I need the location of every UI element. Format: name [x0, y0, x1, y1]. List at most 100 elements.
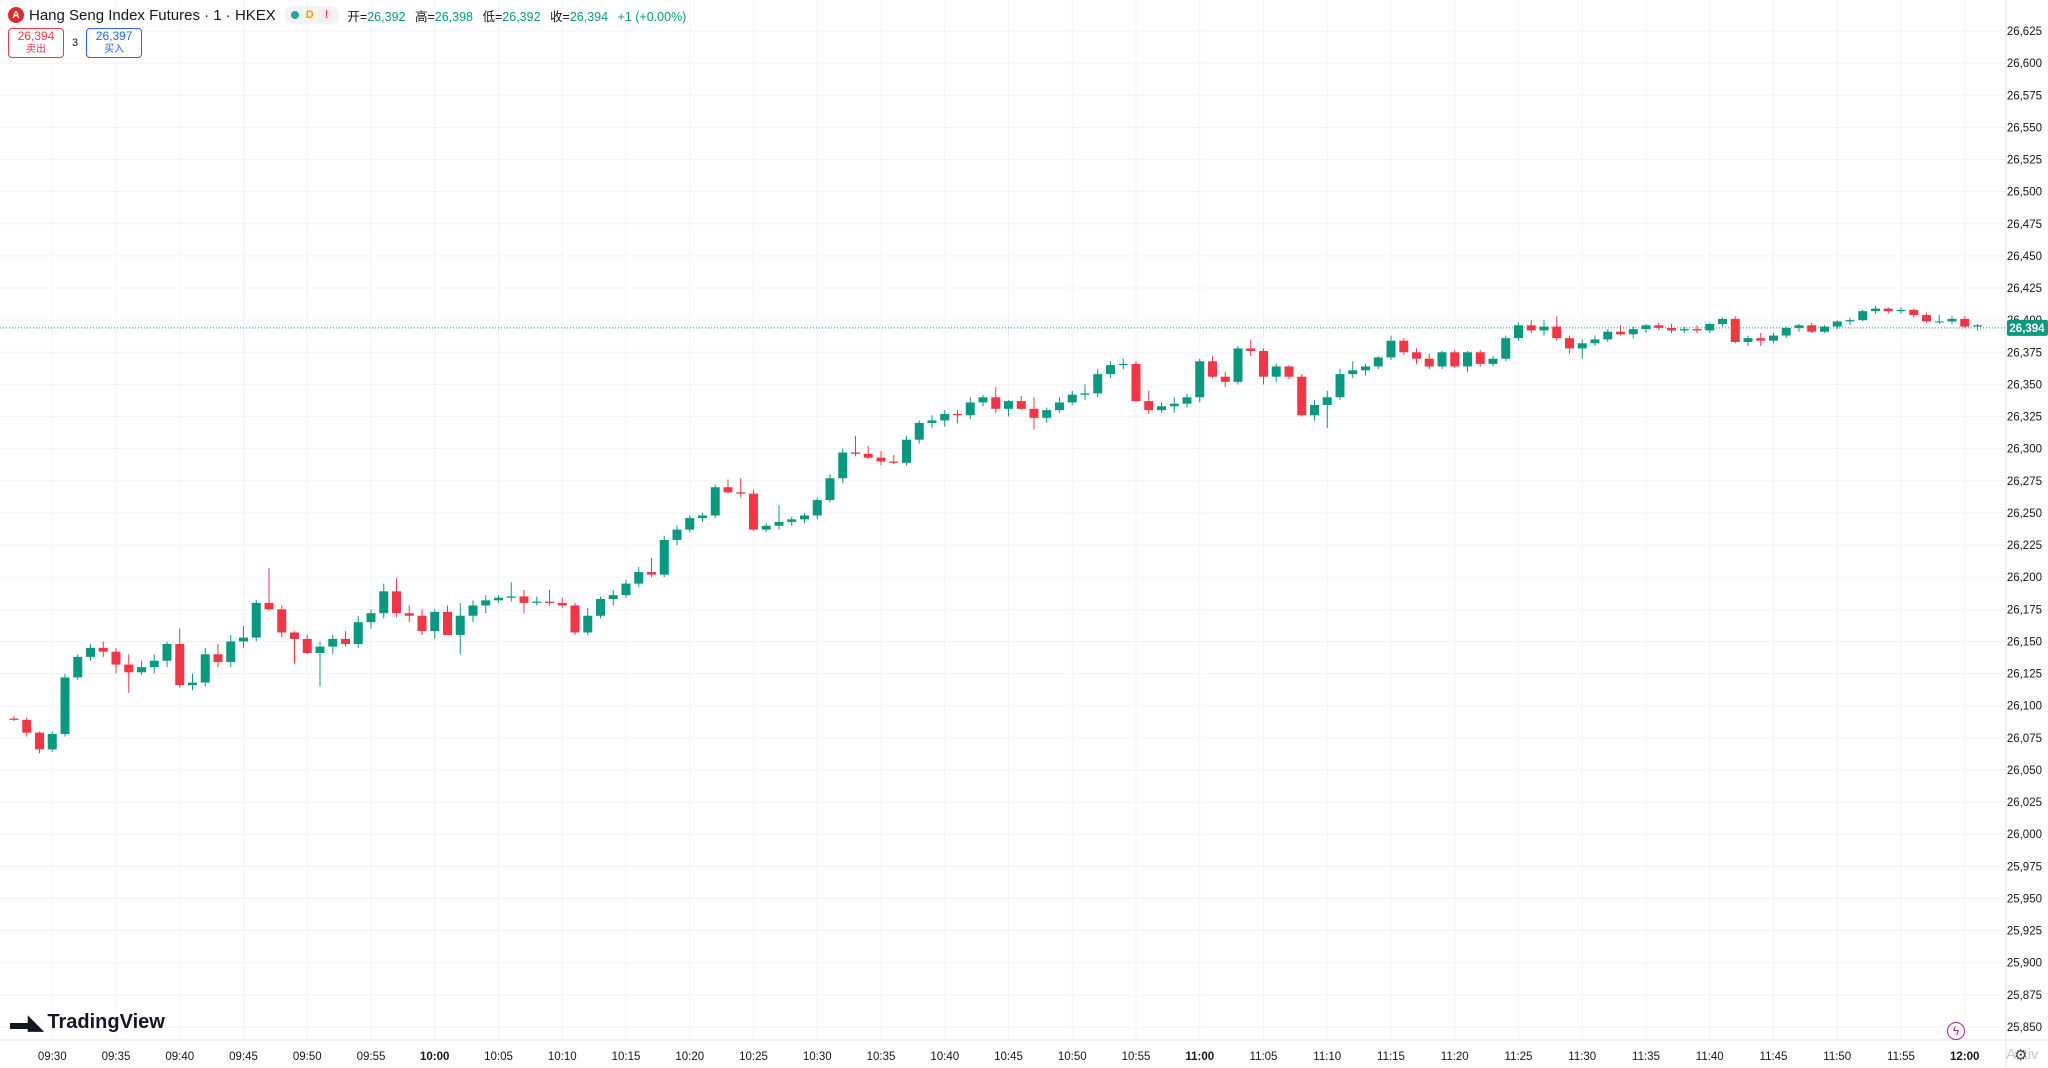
candle-body — [443, 611, 452, 636]
ohlc-values: 开=26,392 高=26,398 低=26,392 收=26,394 +1 (… — [347, 6, 692, 25]
candle-body — [1934, 321, 1944, 323]
candle — [200, 647, 210, 687]
candle — [1667, 324, 1676, 334]
time-axis[interactable]: 09:30 09:35 09:40 09:45 09:50 09:55 10:00 10:05… — [0, 1039, 2048, 1063]
sell-label: 卖出 — [26, 44, 46, 55]
gear-icon[interactable]: ⚙ — [2014, 1047, 2028, 1064]
candle — [1488, 356, 1498, 367]
candle — [1947, 316, 1957, 325]
market-status[interactable]: D ! — [283, 6, 340, 24]
candle — [1501, 335, 1511, 362]
candle — [213, 644, 223, 668]
candle — [583, 608, 593, 636]
sell-button[interactable]: 26,394 卖出 — [8, 28, 64, 58]
candle-body — [149, 660, 159, 668]
candle — [1208, 356, 1217, 378]
candle — [965, 397, 975, 420]
price-tick-label: 26,500 — [2007, 187, 2042, 199]
candle — [1960, 316, 1970, 328]
candle-body — [914, 422, 924, 440]
candle — [124, 654, 134, 693]
candle — [1845, 317, 1855, 326]
candle — [876, 451, 886, 466]
candle — [1705, 322, 1715, 334]
candle — [506, 582, 516, 602]
candle-body — [1705, 324, 1715, 331]
candle — [570, 602, 580, 636]
candle-body — [1297, 376, 1307, 416]
candle — [851, 435, 860, 457]
candle-body — [1858, 311, 1868, 321]
candle-body — [162, 644, 172, 661]
candle — [1004, 399, 1013, 417]
candle-body — [1577, 343, 1587, 349]
price-tick-label: 26,625 — [2007, 26, 2042, 38]
candle-body — [1743, 338, 1753, 343]
candle — [1475, 349, 1485, 367]
candle-body — [1093, 374, 1103, 394]
candle — [800, 512, 809, 524]
time-tick-label: 09:35 — [102, 1051, 131, 1063]
candle-body — [1157, 406, 1166, 411]
candle-body — [698, 515, 707, 519]
price-tick-label: 25,850 — [2007, 1022, 2042, 1034]
candle-body — [1029, 408, 1039, 418]
candle — [1144, 390, 1154, 414]
candle-body — [1080, 393, 1090, 395]
candle-body — [1284, 366, 1294, 377]
price-tick-label: 26,150 — [2007, 636, 2042, 648]
candle — [1934, 315, 1944, 325]
lightning-bolt-icon[interactable]: ϟ — [1947, 1022, 1965, 1040]
candle — [1220, 371, 1230, 387]
candle — [1781, 326, 1791, 339]
tradingview-logo[interactable]: ▬◣ TradingView — [10, 1010, 165, 1035]
candle — [251, 600, 261, 642]
low-value: 26,392 — [502, 9, 541, 24]
price-tick-label: 26,325 — [2007, 412, 2042, 424]
time-tick-label: 11:00 — [1185, 1051, 1214, 1063]
last-price-tag-bg — [2007, 319, 2048, 336]
time-tick-label: 10:30 — [803, 1051, 832, 1063]
time-tick-label: 10:05 — [484, 1051, 513, 1063]
candle-body — [200, 654, 210, 683]
candle — [1029, 397, 1039, 430]
candle-body — [251, 602, 261, 638]
candle-body — [468, 605, 478, 616]
buy-button[interactable]: 26,397 买入 — [86, 28, 143, 58]
candle-body — [1004, 401, 1013, 409]
candle — [1080, 384, 1090, 400]
candle-body — [583, 615, 593, 633]
candle-body — [1310, 404, 1319, 416]
candle-body — [366, 613, 376, 623]
time-tick-label: 10:25 — [739, 1051, 768, 1063]
candle-body — [1131, 363, 1141, 402]
candle-body — [608, 595, 618, 600]
candle — [149, 654, 159, 674]
candle — [226, 635, 236, 668]
candle — [1055, 397, 1064, 413]
candle-body — [379, 591, 389, 614]
candle-body — [1208, 361, 1217, 377]
price-tick-label: 26,575 — [2007, 90, 2042, 102]
price-tick-label: 26,250 — [2007, 508, 2042, 520]
candle — [761, 523, 771, 533]
candle-body — [1718, 318, 1727, 325]
price-tick-label: 26,025 — [2007, 797, 2042, 809]
candle-body — [1271, 366, 1281, 377]
price-axis[interactable]: 26,625 26,600 26,575 26,550 26,525 26,500 26,4… — [2005, 0, 2042, 1068]
candle — [698, 512, 707, 522]
candle-body — [812, 500, 822, 516]
symbol-logo-icon[interactable]: A — [8, 7, 24, 23]
candle — [685, 515, 695, 533]
candle — [1386, 335, 1396, 360]
candle — [545, 590, 554, 606]
candle-body — [494, 597, 503, 601]
candle-body — [774, 521, 784, 526]
symbol-title[interactable]: Hang Seng Index Futures · 1 · HKEX — [29, 6, 276, 24]
candle — [1552, 316, 1562, 341]
price-tick-label: 26,200 — [2007, 572, 2042, 584]
candle — [1106, 361, 1115, 378]
candle-body — [1973, 325, 1982, 327]
open-value: 26,392 — [367, 9, 406, 24]
